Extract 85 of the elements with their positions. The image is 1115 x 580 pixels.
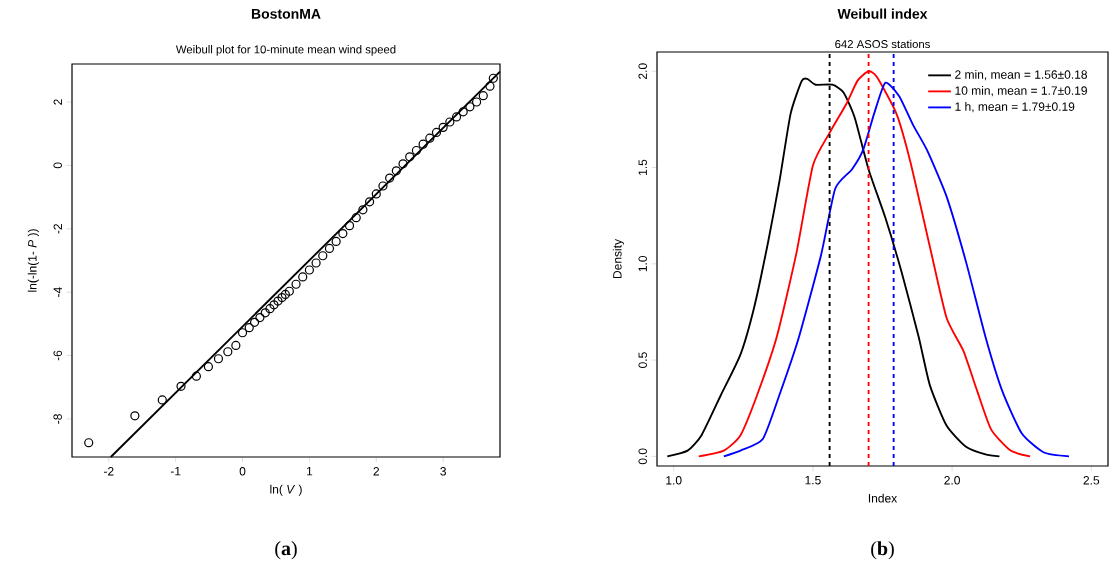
point xyxy=(260,308,270,318)
point xyxy=(378,181,388,191)
legend-label: 2 min, mean = 1.56±0.18 xyxy=(955,70,1087,81)
y-tick-label: 0.0 xyxy=(638,448,647,465)
x-tick-label: 0 xyxy=(239,467,246,476)
point xyxy=(255,312,265,323)
point xyxy=(338,228,348,239)
point xyxy=(411,145,421,156)
point xyxy=(318,251,328,261)
x-tick-label: 1.0 xyxy=(666,476,682,485)
x-tick-label: 1 xyxy=(306,467,313,476)
point xyxy=(298,272,308,282)
point xyxy=(265,304,275,314)
point xyxy=(438,122,448,132)
point xyxy=(391,166,401,176)
point xyxy=(223,347,233,357)
point xyxy=(344,221,355,231)
y-axis-title: ln(-ln(1- P )) xyxy=(27,229,39,292)
point xyxy=(280,289,290,299)
point xyxy=(304,265,315,275)
y-tick-label: -2 xyxy=(53,224,62,234)
y-tick-label: -6 xyxy=(53,350,62,361)
y-tick-label: 0.5 xyxy=(638,352,647,368)
point xyxy=(213,354,224,364)
point xyxy=(269,300,279,310)
y-tick-label: -8 xyxy=(53,414,62,424)
point xyxy=(324,243,335,254)
point xyxy=(418,139,428,149)
x-tick-label: -1 xyxy=(170,467,181,476)
x-tick-label: 2 xyxy=(373,467,380,476)
point xyxy=(203,362,214,372)
point xyxy=(358,205,368,215)
point xyxy=(249,317,260,327)
text: (a) xyxy=(275,541,297,560)
point xyxy=(465,102,475,112)
point xyxy=(331,236,341,247)
point xyxy=(485,81,495,91)
chart-subtitle: 642 ASOS stations xyxy=(835,39,930,49)
y-tick-label: 1.0 xyxy=(638,255,647,272)
y-tick-label: 0 xyxy=(53,162,62,169)
y-axis-title: Density xyxy=(612,239,624,279)
point xyxy=(398,159,408,169)
chart-title: Weibull index xyxy=(837,8,928,19)
point xyxy=(191,371,201,381)
point xyxy=(385,173,395,183)
point xyxy=(445,117,455,127)
y-tick-label: 1.5 xyxy=(638,159,647,175)
y-tick-label: 2 xyxy=(53,99,62,105)
y-tick-label: 2.0 xyxy=(638,63,647,79)
point xyxy=(451,112,462,122)
legend-label: 10 min, mean = 1.7±0.19 xyxy=(955,86,1087,97)
point xyxy=(157,395,167,405)
point xyxy=(471,97,482,107)
text: (b) xyxy=(871,541,894,560)
point xyxy=(365,197,375,207)
point xyxy=(371,189,381,199)
x-tick-label: 2.5 xyxy=(1083,476,1100,485)
point xyxy=(231,340,241,351)
point xyxy=(478,91,488,101)
chart-subtitle: Weibull plot for 10-minute mean wind speed xyxy=(175,45,396,56)
x-axis-title: ln( V ) xyxy=(270,484,302,496)
point xyxy=(284,286,294,296)
point xyxy=(237,328,248,338)
point xyxy=(176,381,186,391)
x-tick-label: 3 xyxy=(440,467,446,476)
y-tick-label: -4 xyxy=(53,287,62,297)
legend-label: 1 h, mean = 1.79±0.19 xyxy=(955,102,1075,113)
x-tick-label: -2 xyxy=(103,467,114,476)
point xyxy=(425,133,435,143)
point xyxy=(351,213,361,223)
point xyxy=(84,438,94,448)
point xyxy=(291,279,301,289)
x-tick-label: 1.5 xyxy=(805,476,821,485)
x-axis-title: Index xyxy=(868,493,898,503)
point xyxy=(273,296,283,306)
x-tick-label: 2.0 xyxy=(944,476,960,485)
point xyxy=(311,258,321,268)
chart-title: BostonMA xyxy=(251,9,321,19)
point xyxy=(130,411,140,421)
point xyxy=(488,73,498,83)
point xyxy=(277,292,287,303)
point xyxy=(405,152,415,162)
point xyxy=(431,127,442,138)
point xyxy=(458,107,468,117)
point xyxy=(244,323,254,333)
